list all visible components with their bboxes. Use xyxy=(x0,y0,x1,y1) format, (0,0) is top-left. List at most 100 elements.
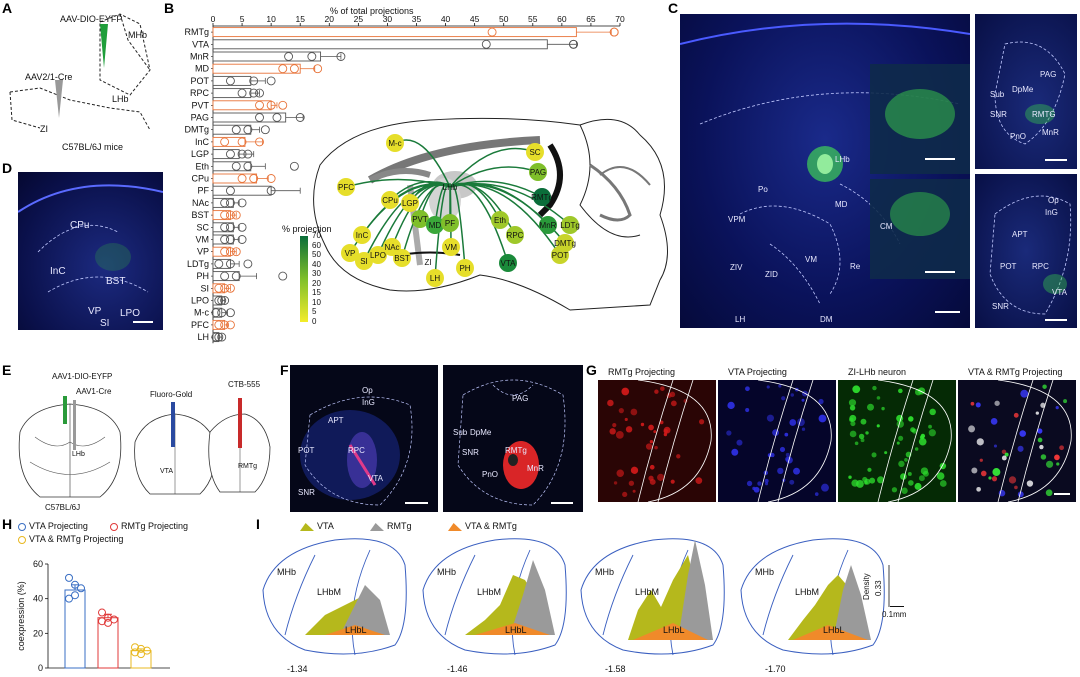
e-tracer2: CTB-555 xyxy=(228,380,261,389)
projection-line xyxy=(449,166,539,188)
region-node: PVT xyxy=(411,210,429,228)
density-rmtg xyxy=(678,540,713,640)
cell-dot xyxy=(779,446,786,453)
cell-dot xyxy=(649,440,654,444)
d-region-label: BST xyxy=(106,276,126,287)
cell-dot xyxy=(939,480,947,487)
data-point xyxy=(225,235,235,244)
region-label: PVT xyxy=(412,215,428,224)
sag-legend-title: % projection xyxy=(282,224,332,234)
bar xyxy=(212,197,234,208)
g-boundary xyxy=(757,380,832,502)
cell-dot xyxy=(778,384,782,388)
data-point xyxy=(289,64,299,74)
legend-marker xyxy=(110,523,118,531)
cell-dot xyxy=(766,385,770,389)
cell-dot xyxy=(858,433,865,440)
cell-dot xyxy=(1020,389,1029,398)
cell-dot xyxy=(920,467,929,475)
region-label: CPu xyxy=(382,196,398,205)
cell-dot xyxy=(1026,480,1034,487)
cell-dot xyxy=(663,426,671,434)
cell-dot xyxy=(649,464,655,470)
data-point xyxy=(237,149,247,159)
c-main-label: MD xyxy=(835,200,848,209)
data-point xyxy=(237,222,247,232)
region-node: ZI xyxy=(424,258,431,267)
data-point xyxy=(220,283,230,293)
cell-dot xyxy=(789,419,797,426)
cell-dot xyxy=(1019,430,1026,437)
scale-x-label: 0.1mm xyxy=(882,610,907,619)
category-label: SC xyxy=(196,222,209,232)
cell-dot xyxy=(918,475,925,482)
region-label: SI xyxy=(360,257,368,266)
region-label: BST xyxy=(394,254,410,263)
data-point xyxy=(231,210,241,220)
cell-dot xyxy=(896,441,900,445)
f-right-label: PAG xyxy=(512,394,529,403)
cell-dot xyxy=(645,443,653,450)
f-left-label: InG xyxy=(362,398,375,407)
data-point xyxy=(336,52,346,61)
data-point xyxy=(110,615,118,624)
c-bottom-inset-label: APT xyxy=(1012,230,1028,239)
c-top-inset-label: Sub xyxy=(990,90,1005,99)
data-point xyxy=(71,580,79,589)
sag-legend-bar xyxy=(300,236,308,322)
region-lhbl: LHbL xyxy=(823,625,845,635)
data-point xyxy=(237,88,247,98)
x-tick-label: 65 xyxy=(586,14,596,24)
data-point xyxy=(249,76,259,86)
cell-dot xyxy=(1059,445,1064,451)
cell-dot xyxy=(625,426,633,433)
cell-dot xyxy=(785,452,790,457)
a-zi: ZI xyxy=(40,124,48,134)
panel-i-density-plots: MHb LHbM LHbL -1.34 MHb LHbM LHbL -1.46 MHb LHbM L… xyxy=(262,538,890,674)
cell-dot xyxy=(612,423,617,428)
cell-dot xyxy=(918,437,927,446)
cell-dot xyxy=(1017,445,1024,452)
panel-c-main-image xyxy=(680,14,970,328)
data-point xyxy=(225,76,235,86)
cell-dot xyxy=(624,417,628,422)
region-circle xyxy=(539,216,557,234)
data-point xyxy=(237,198,247,208)
mhb-boundary xyxy=(284,554,316,636)
cell-dot xyxy=(784,432,789,437)
region-circle xyxy=(441,214,459,232)
cell-dot xyxy=(1001,455,1007,461)
e-virus-cre: AAV1-Cre xyxy=(76,387,112,396)
category-label: PF xyxy=(197,186,209,196)
cell-dot xyxy=(979,458,983,462)
region-label: PH xyxy=(459,264,470,273)
cell-dot xyxy=(1013,412,1019,418)
data-point xyxy=(609,27,619,37)
cell-dot xyxy=(912,428,918,434)
c-top-inset-label: DpMe xyxy=(1012,85,1034,94)
f-left-label: POT xyxy=(298,446,315,455)
region-node: InC xyxy=(353,226,371,244)
cell-dot xyxy=(867,467,872,472)
region-label: RMTg xyxy=(531,193,553,202)
data-point xyxy=(295,113,305,122)
c-main-label: VPM xyxy=(728,215,746,224)
f-left-label: Op xyxy=(362,386,373,395)
region-circle xyxy=(561,216,579,234)
region-lhbm: LHbM xyxy=(317,587,341,597)
coordinate-label: -1.58 xyxy=(605,664,626,674)
data-point xyxy=(225,247,235,257)
cell-dot xyxy=(919,435,925,440)
cell-dot xyxy=(1035,411,1039,415)
c-top-inset-label: PAG xyxy=(1040,70,1057,79)
density-plot: MHb LHbM LHbL -1.58 xyxy=(580,538,725,674)
cell-dot xyxy=(1045,489,1053,497)
data-point xyxy=(131,643,139,652)
cell-dot xyxy=(860,418,867,425)
region-node: VM xyxy=(442,238,460,256)
density-both xyxy=(475,623,550,635)
data-point xyxy=(104,618,112,627)
panel-a-schematic xyxy=(9,13,151,131)
region-label: RPC xyxy=(507,231,524,240)
cell-dot xyxy=(659,420,664,425)
